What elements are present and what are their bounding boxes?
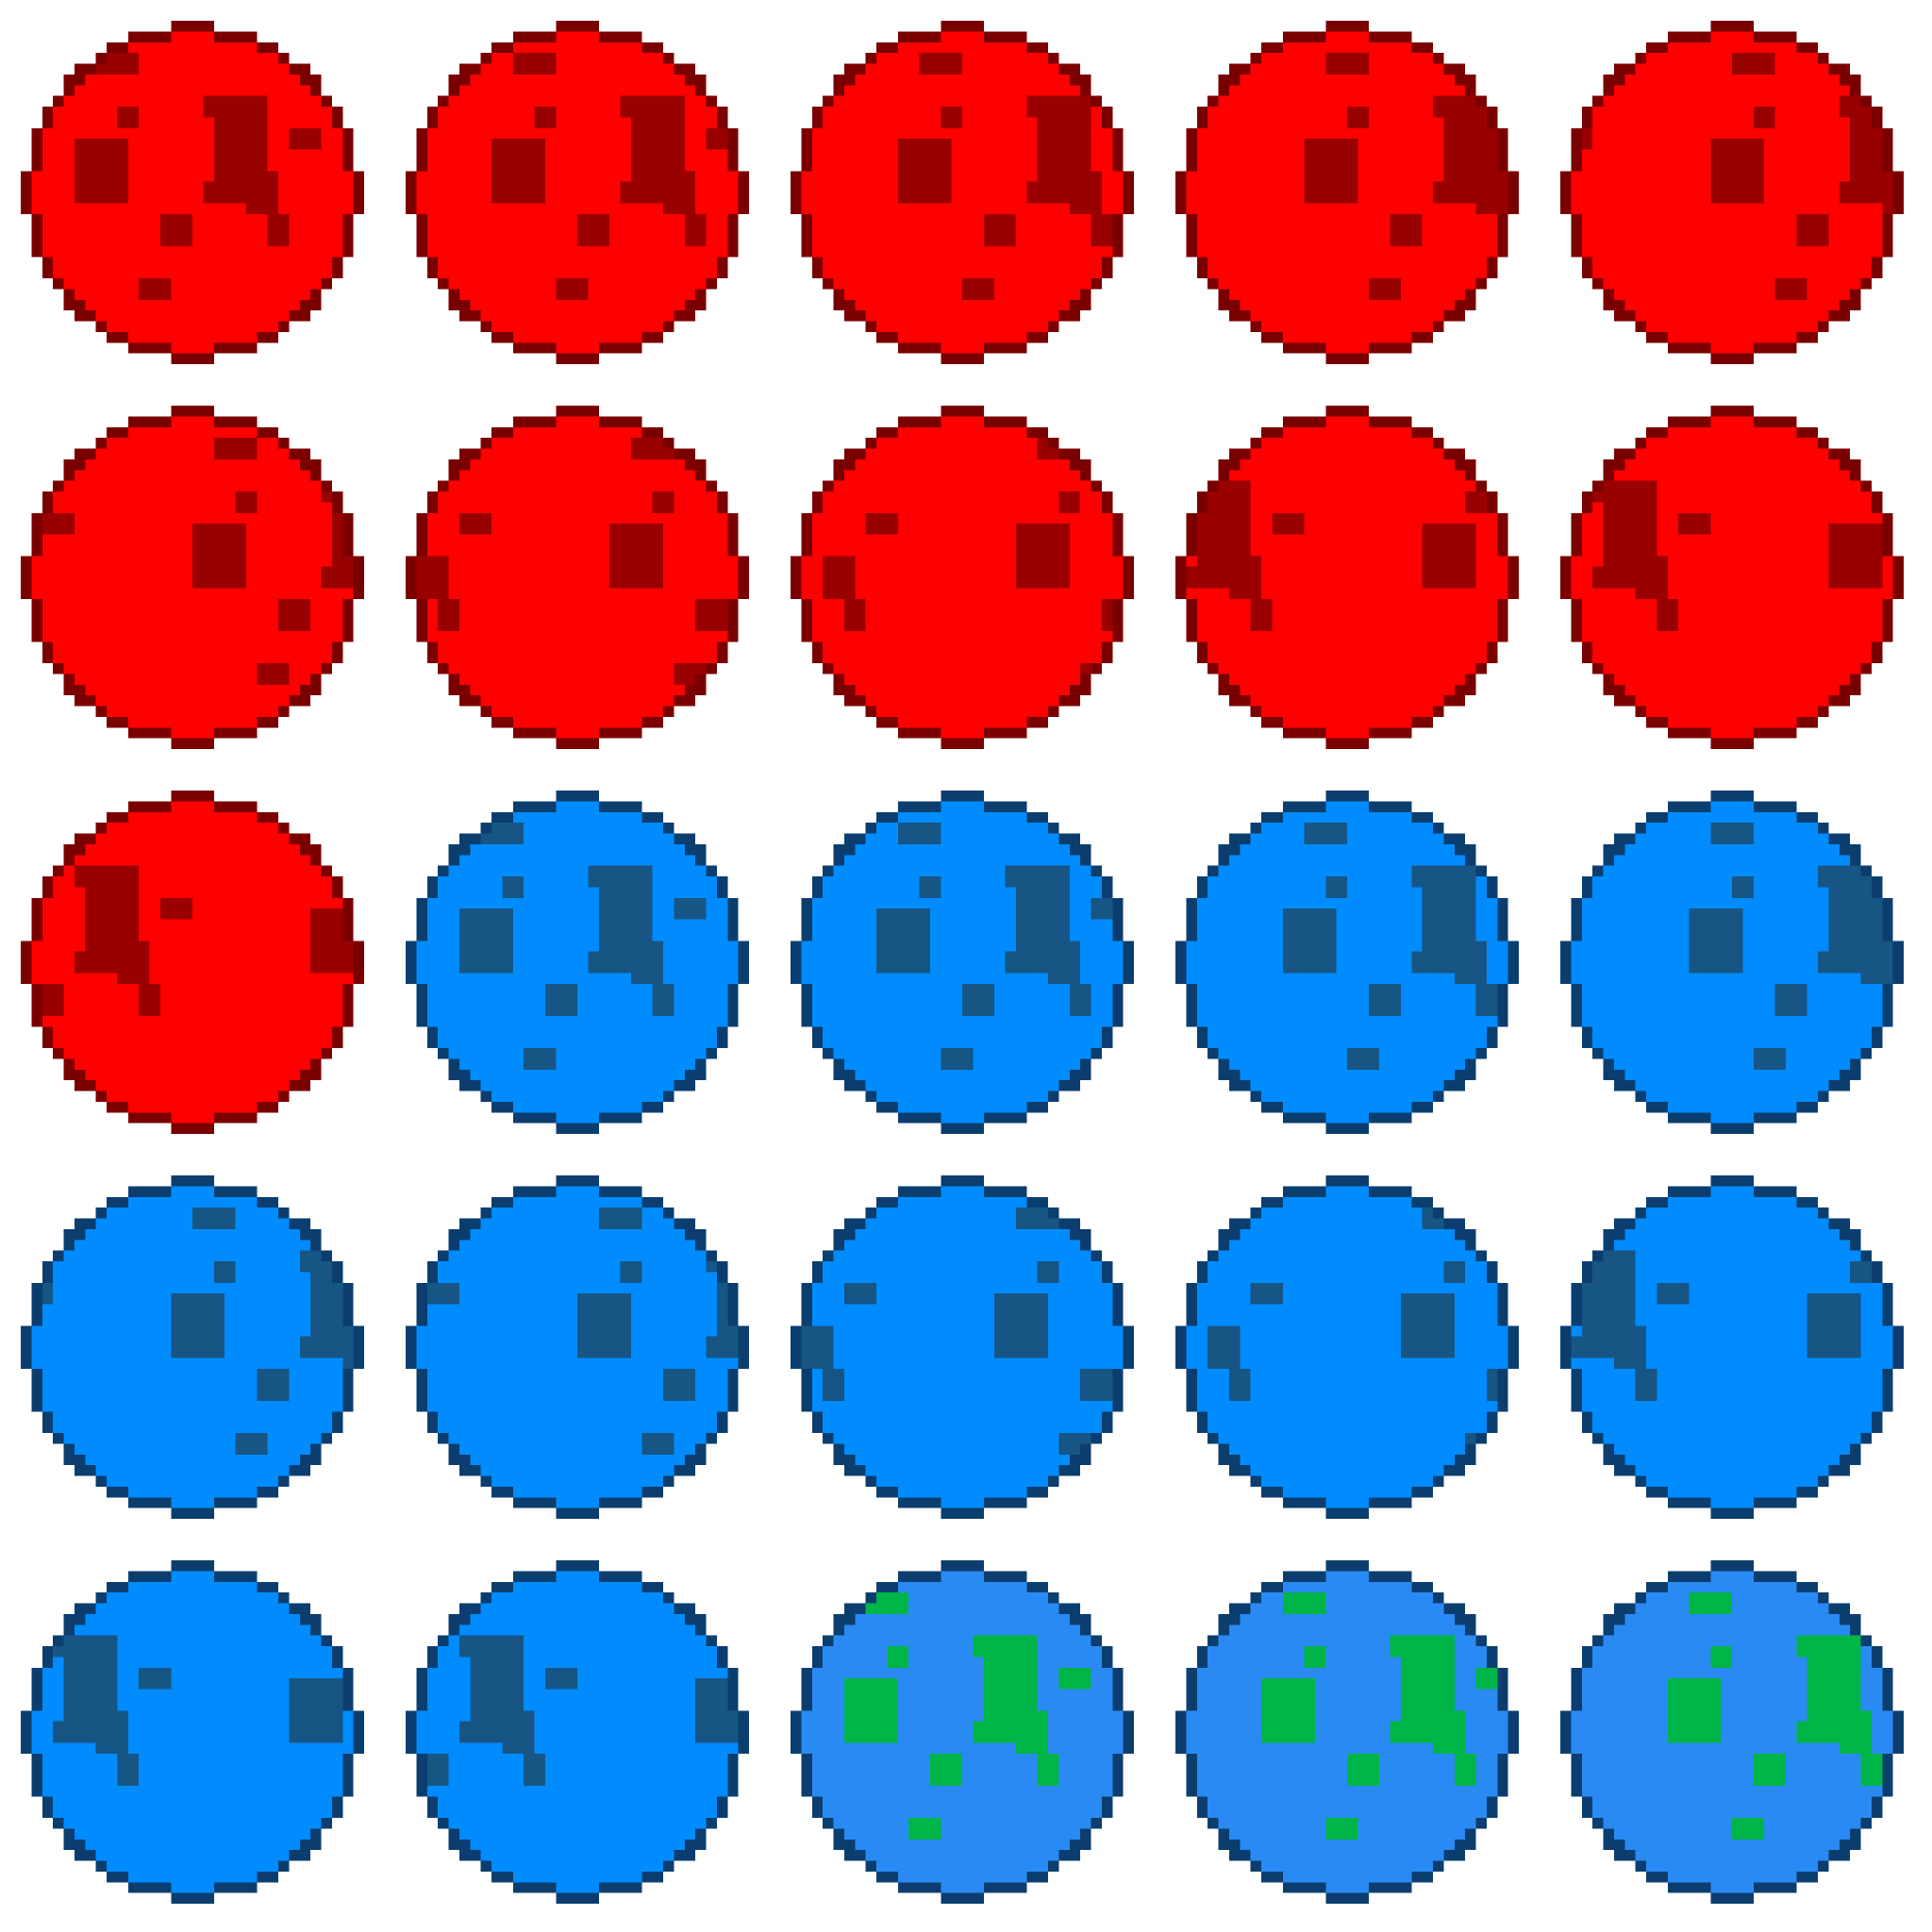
planet-frame-ocean: [791, 1175, 1134, 1519]
planet-frame-ocean: [1560, 1175, 1904, 1519]
planet-frame-mars: [406, 21, 749, 364]
planet-sprite: [21, 1175, 364, 1519]
planet-frame-mars: [1175, 406, 1519, 749]
planet-sprite: [1175, 1175, 1519, 1519]
planet-frame-ocean: [406, 1175, 749, 1519]
planet-frame-earth: [1175, 1560, 1519, 1904]
planet-frame-ocean: [1175, 1175, 1519, 1519]
planet-sprite: [1560, 791, 1904, 1134]
planet-sprite: [21, 791, 364, 1134]
planet-frame-ocean: [1560, 791, 1904, 1134]
planet-frame-mars: [791, 21, 1134, 364]
planet-frame-ocean: [21, 1175, 364, 1519]
planet-sprite: [1560, 21, 1904, 364]
planet-sprite: [791, 406, 1134, 749]
planet-sprite: [791, 1175, 1134, 1519]
planet-frame-ocean: [1175, 791, 1519, 1134]
planet-frame-ocean: [791, 791, 1134, 1134]
planet-frame-mars: [21, 406, 364, 749]
planet-frame-earth: [791, 1560, 1134, 1904]
planet-sprite: [1175, 1560, 1519, 1904]
planet-sprite: [406, 1175, 749, 1519]
planet-sprite: [406, 21, 749, 364]
planet-frame-earth: [1560, 1560, 1904, 1904]
planet-sprite: [21, 406, 364, 749]
planet-frame-mars: [1560, 406, 1904, 749]
planet-sprite: [21, 21, 364, 364]
planet-sprite: [406, 791, 749, 1134]
planet-frame-mars: [791, 406, 1134, 749]
planet-frame-mars: [21, 791, 364, 1134]
planet-frame-mars: [1175, 21, 1519, 364]
planet-frame-ocean: [406, 791, 749, 1134]
planet-sprite: [1560, 1175, 1904, 1519]
planet-frame-ocean: [21, 1560, 364, 1904]
planet-sprite: [406, 406, 749, 749]
planet-sprite: [791, 1560, 1134, 1904]
planet-sprite: [1175, 406, 1519, 749]
planet-sprite: [1175, 791, 1519, 1134]
planet-frame-ocean: [406, 1560, 749, 1904]
planet-sprite: [791, 21, 1134, 364]
planet-sprite: [791, 791, 1134, 1134]
planet-sprite: [1560, 406, 1904, 749]
planet-sprite: [1560, 1560, 1904, 1904]
planet-frame-mars: [21, 21, 364, 364]
planet-sprite: [21, 1560, 364, 1904]
planet-sprite: [1175, 21, 1519, 364]
planet-frame-mars: [406, 406, 749, 749]
planet-frame-mars: [1560, 21, 1904, 364]
planet-sprite: [406, 1560, 749, 1904]
